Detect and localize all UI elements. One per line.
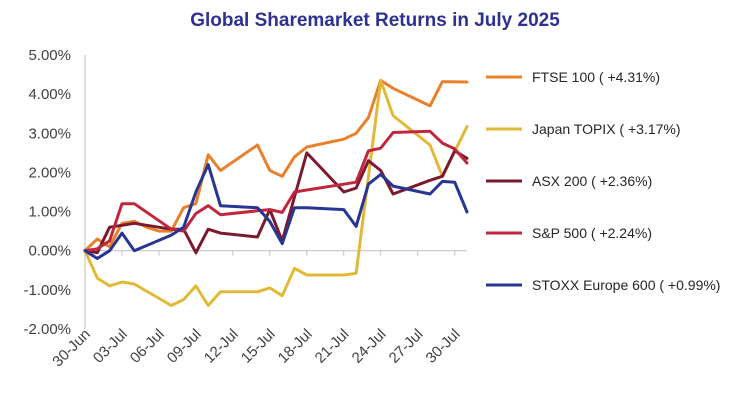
- y-tick-label: -2.00%: [23, 321, 71, 338]
- legend-label: ASX 200 ( +2.36%): [532, 173, 652, 189]
- x-tick-label: 06-Jul: [127, 326, 168, 367]
- x-tick-label: 15-Jul: [238, 326, 279, 367]
- y-tick-label: 5.00%: [28, 47, 71, 64]
- legend-label: STOXX Europe 600 ( +0.99%): [532, 277, 720, 293]
- x-tick-label: 21-Jul: [312, 326, 353, 367]
- legend-label: S&P 500 ( +2.24%): [532, 225, 652, 241]
- chart-title: Global Sharemarket Returns in July 2025: [190, 10, 560, 31]
- x-tick-label: 09-Jul: [164, 326, 205, 367]
- legend-label: Japan TOPIX ( +3.17%): [532, 121, 681, 137]
- series-line: [83, 149, 469, 255]
- series-line: [83, 163, 469, 260]
- x-tick-label: 24-Jul: [349, 326, 390, 367]
- y-tick-label: 3.00%: [28, 125, 71, 142]
- series-line: [83, 78, 469, 307]
- y-tick-label: -1.00%: [23, 282, 71, 299]
- legend-label: FTSE 100 ( +4.31%): [532, 69, 660, 85]
- y-tick-label: 1.00%: [28, 204, 71, 221]
- series-line: [83, 129, 469, 253]
- y-tick-label: 2.00%: [28, 164, 71, 181]
- x-tick-label: 27-Jul: [386, 326, 427, 367]
- y-tick-label: 0.00%: [28, 243, 71, 260]
- x-tick-label: 12-Jul: [201, 326, 242, 367]
- x-tick-label: 18-Jul: [275, 326, 316, 367]
- x-tick-label: 30-Jul: [423, 326, 464, 367]
- y-tick-label: 4.00%: [28, 86, 71, 103]
- x-tick-label: 03-Jul: [90, 326, 131, 367]
